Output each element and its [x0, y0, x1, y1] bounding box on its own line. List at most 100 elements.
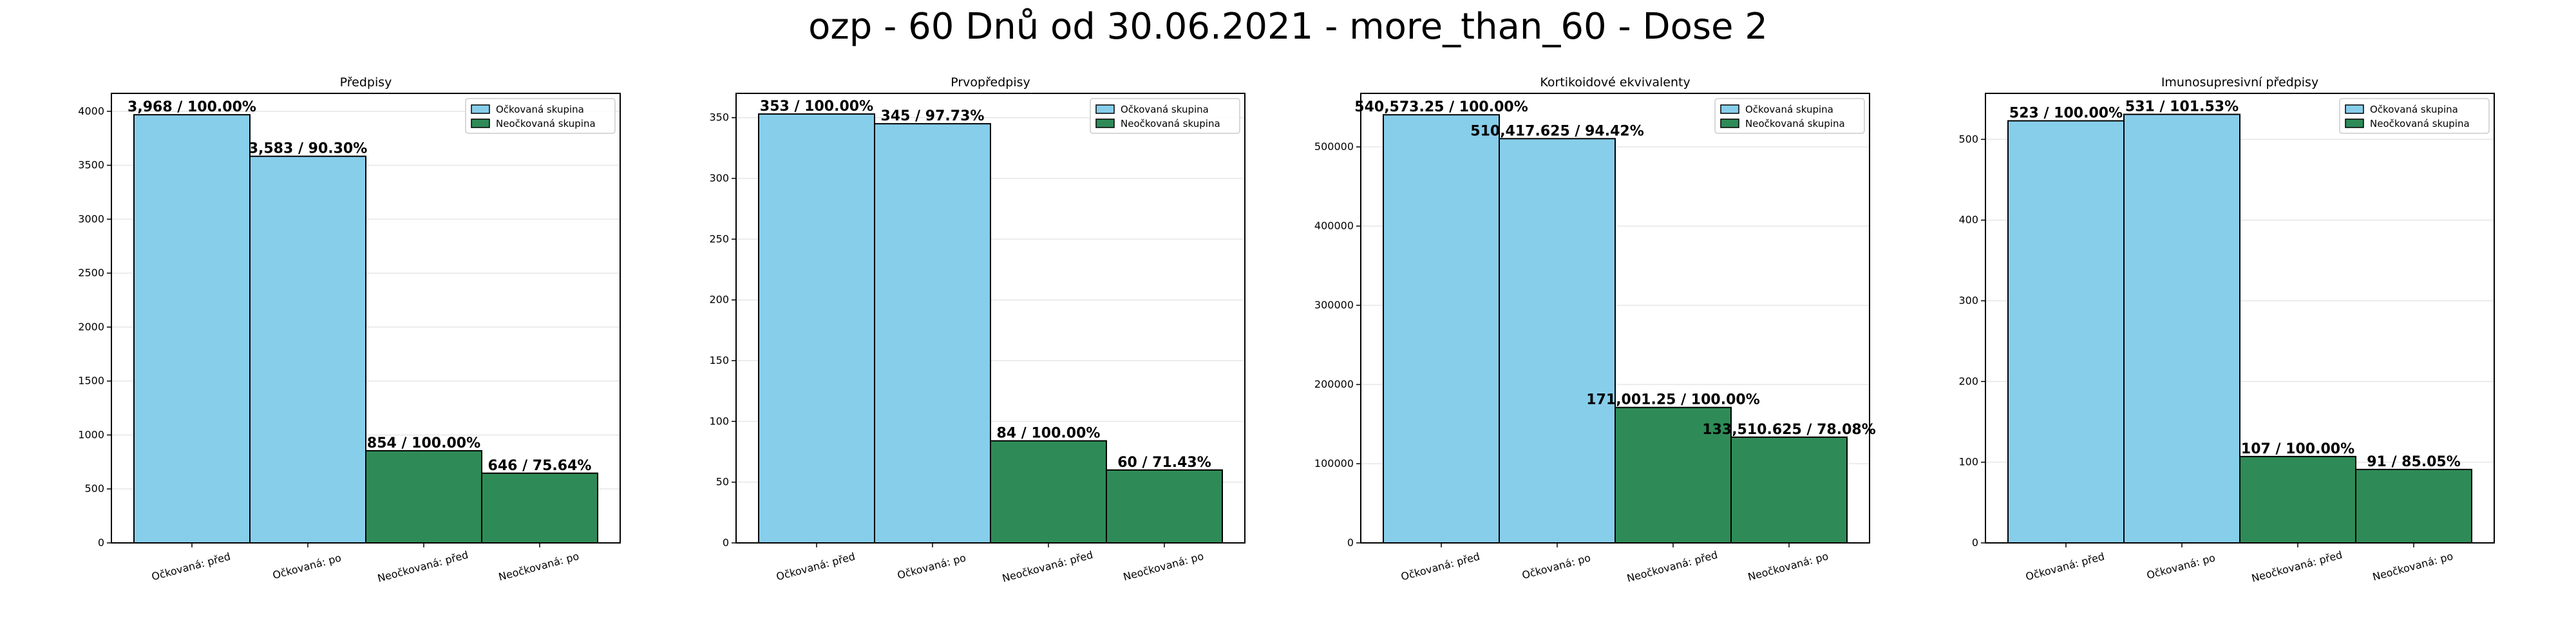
legend: Očkovaná skupina Neočkovaná skupina	[1714, 98, 1865, 134]
chart-panel-2: 353 / 100.00% Očkovaná: před 345 / 97.73% O…	[709, 75, 1245, 585]
plot-frame	[111, 93, 621, 544]
y-tick-label: 0	[98, 536, 104, 549]
y-tick-label: 200000	[1314, 378, 1354, 390]
legend-swatch	[471, 104, 490, 114]
legend: Očkovaná skupina Neočkovaná skupina	[1090, 98, 1240, 134]
bar-1	[133, 114, 251, 544]
bar-2	[2123, 113, 2240, 544]
chart-panel-4: 523 / 100.00% Očkovaná: před 531 / 101.53%…	[1958, 75, 2495, 585]
y-tick-label: 100	[1958, 456, 1978, 468]
legend-label: Očkovaná skupina	[2370, 104, 2458, 115]
chart-title: Prvopředpisy	[951, 75, 1030, 90]
bar-value-label: 84 / 100.00%	[997, 426, 1101, 442]
y-tick-label: 400	[1958, 214, 1978, 226]
legend: Očkovaná skupina Neočkovaná skupina	[465, 98, 616, 134]
y-tick-label: 150	[709, 354, 729, 366]
y-tick-label: 300000	[1314, 299, 1354, 311]
y-tick-label: 50	[716, 476, 729, 488]
chart-title: Předpisy	[340, 75, 392, 90]
legend-box	[465, 98, 616, 134]
x-tick-label: Neočkovaná: po	[1122, 550, 1205, 583]
legend-swatch	[1720, 118, 1739, 128]
bar-value-label: 3,968 / 100.00%	[128, 99, 256, 115]
bar-1	[2007, 120, 2125, 544]
bar-value-label: 523 / 100.00%	[2009, 106, 2123, 122]
bar-3	[990, 440, 1107, 544]
y-tick-label: 300	[1958, 294, 1978, 307]
y-tick-label: 300	[709, 172, 729, 184]
bar-value-label: 353 / 100.00%	[760, 99, 873, 115]
y-tick-label: 200	[1958, 375, 1978, 387]
bar-2	[874, 123, 991, 544]
bar-value-label: 3,583 / 90.30%	[249, 141, 368, 157]
chart-title: Kortikoidové ekvivalenty	[1540, 75, 1690, 90]
legend-box	[2339, 98, 2490, 134]
legend-swatch	[2345, 104, 2364, 114]
charts-container: 3,968 / 100.00% Očkovaná: před 3,583 / 90.…	[78, 75, 2495, 585]
y-tick-label: 0	[1347, 536, 1354, 549]
y-tick-label: 3500	[78, 159, 104, 171]
chart-panel-3: 540,573.25 / 100.00% Očkovaná: před 510,41…	[1314, 75, 1876, 585]
bar-value-label: 107 / 100.00%	[2241, 441, 2354, 457]
x-tick-label: Očkovaná: před	[775, 550, 857, 583]
legend-label: Neočkovaná skupina	[496, 118, 596, 129]
bar-3	[2239, 455, 2356, 544]
bar-4	[481, 472, 598, 544]
bar-value-label: 133,510.625 / 78.08%	[1702, 422, 1875, 438]
y-tick-label: 500	[84, 482, 104, 495]
bar-2	[249, 155, 366, 544]
bar-4	[2355, 468, 2472, 544]
legend-box	[1090, 98, 1240, 134]
chart-title: Imunosupresivní předpisy	[2161, 75, 2318, 90]
legend-swatch	[1095, 104, 1115, 114]
legend-label: Očkovaná skupina	[1745, 104, 1833, 115]
x-tick-label: Neočkovaná: před	[1625, 549, 1719, 585]
y-tick-label: 350	[709, 111, 729, 124]
plot-frame	[735, 93, 1245, 544]
legend: Očkovaná skupina Neočkovaná skupina	[2339, 98, 2490, 134]
plot-frame	[1360, 93, 1870, 544]
y-tick-label: 500	[1958, 133, 1978, 145]
bar-2	[1499, 138, 1616, 544]
bar-value-label: 91 / 85.05%	[2367, 454, 2461, 470]
bar-1	[758, 113, 875, 544]
bar-value-label: 854 / 100.00%	[367, 435, 480, 451]
x-tick-label: Očkovaná: po	[271, 551, 343, 582]
legend-swatch	[1720, 104, 1739, 114]
y-tick-label: 1000	[78, 428, 104, 440]
bar-3	[1615, 406, 1732, 544]
x-tick-label: Neočkovaná: před	[376, 549, 469, 585]
x-tick-label: Neočkovaná: po	[2371, 550, 2454, 583]
bar-4	[1730, 436, 1848, 544]
y-tick-label: 250	[709, 232, 729, 245]
y-tick-label: 2000	[78, 321, 104, 333]
bar-value-label: 171,001.25 / 100.00%	[1586, 392, 1759, 408]
legend-swatch	[471, 118, 490, 128]
bar-value-label: 60 / 71.43%	[1117, 455, 1211, 471]
legend-label: Očkovaná skupina	[496, 104, 584, 115]
x-tick-label: Očkovaná: po	[1520, 551, 1592, 582]
y-tick-label: 4000	[78, 105, 104, 117]
legend-box	[1714, 98, 1865, 134]
x-tick-label: Neočkovaná: před	[2250, 549, 2344, 585]
figure-title: ozp - 60 Dnů od 30.06.2021 - more_than_6…	[808, 6, 1768, 48]
y-tick-label: 100	[709, 415, 729, 427]
y-tick-label: 400000	[1314, 220, 1354, 232]
legend-swatch	[2345, 118, 2364, 128]
y-tick-label: 1500	[78, 375, 104, 387]
y-tick-label: 2500	[78, 267, 104, 279]
x-tick-label: Neočkovaná: před	[1001, 549, 1094, 585]
bar-value-label: 646 / 75.64%	[488, 458, 592, 474]
y-tick-label: 0	[723, 536, 729, 549]
y-tick-label: 100000	[1314, 457, 1354, 469]
legend-swatch	[1095, 118, 1115, 128]
x-tick-label: Očkovaná: po	[2145, 551, 2217, 582]
bar-value-label: 540,573.25 / 100.00%	[1354, 99, 1528, 115]
bar-value-label: 510,417.625 / 94.42%	[1470, 123, 1643, 139]
x-tick-label: Očkovaná: před	[1399, 550, 1481, 583]
x-tick-label: Očkovaná: po	[896, 551, 967, 582]
bar-value-label: 531 / 101.53%	[2125, 99, 2239, 115]
plot-frame	[1985, 93, 2495, 544]
legend-label: Očkovaná skupina	[1121, 104, 1209, 115]
